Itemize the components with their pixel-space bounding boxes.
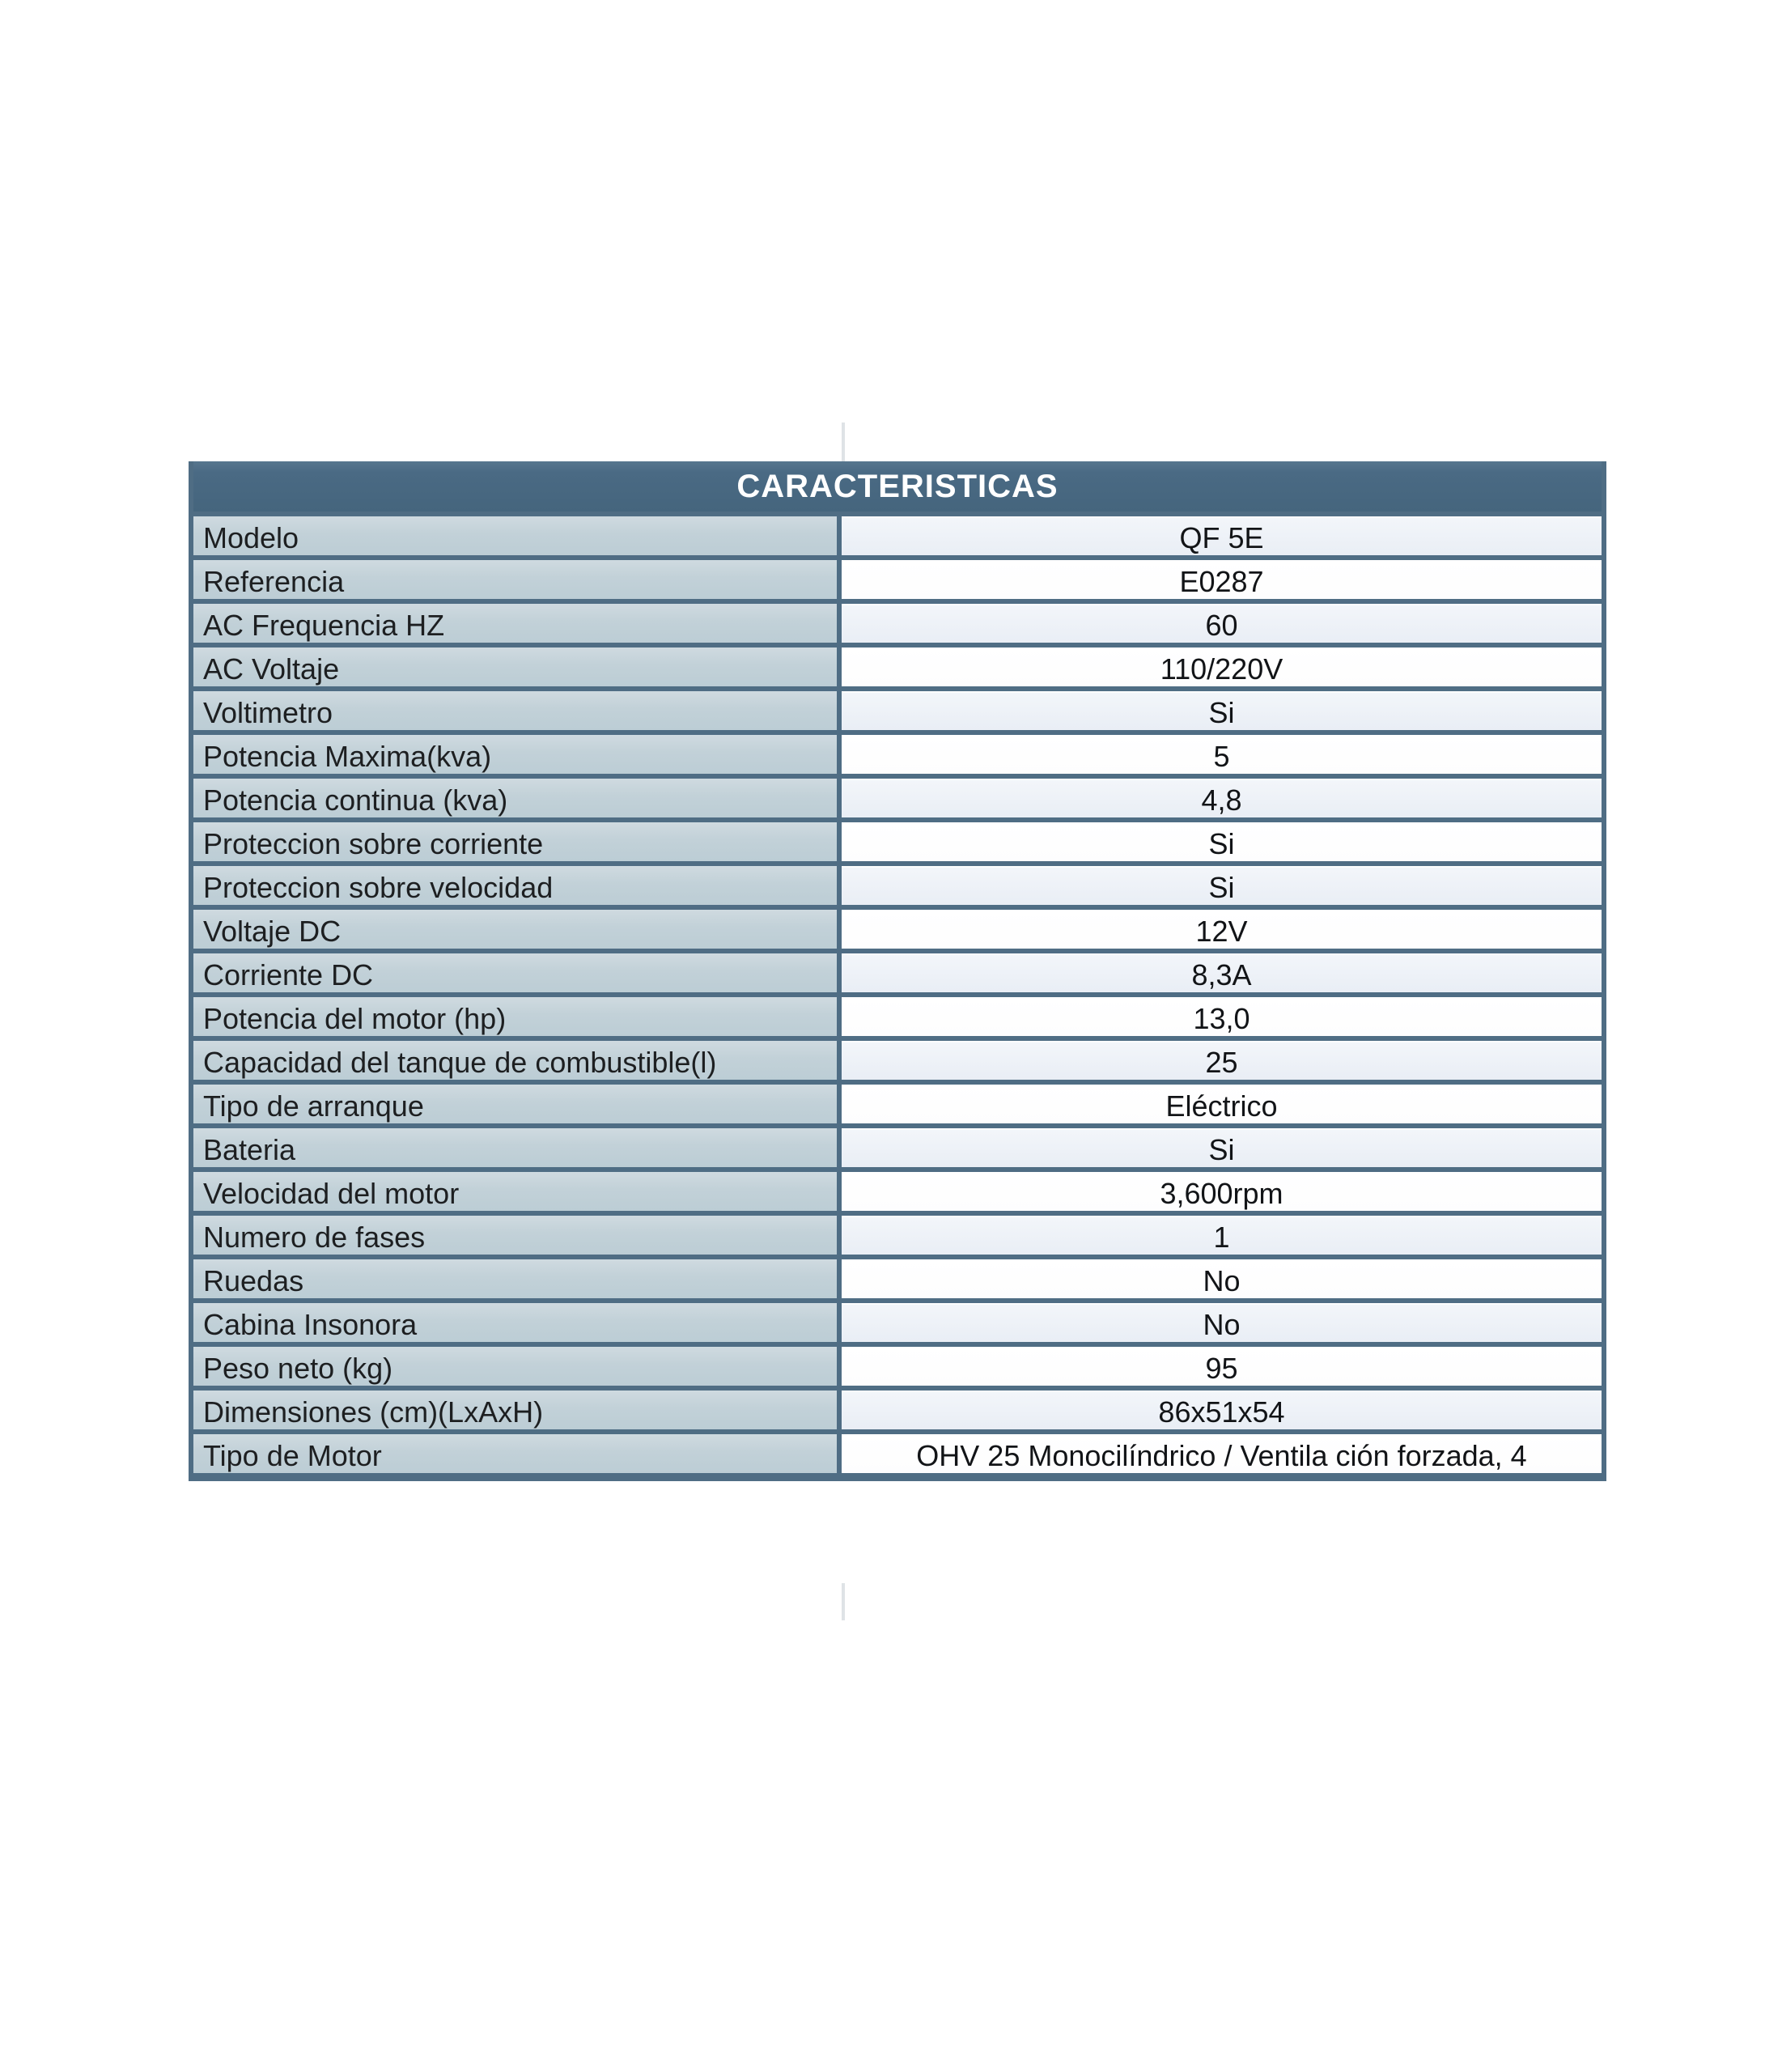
spec-value: Si <box>842 691 1602 730</box>
table-row: Numero de fases 1 <box>193 1211 1602 1255</box>
spec-label: Modelo <box>193 516 842 555</box>
table-row: Tipo de Motor OHV 25 Monocilíndrico / Ve… <box>193 1429 1602 1473</box>
column-divider-artifact-bottom <box>842 1583 845 1620</box>
spec-label: Voltimetro <box>193 691 842 730</box>
spec-value: 12V <box>842 910 1602 949</box>
table-row: Ruedas No <box>193 1255 1602 1298</box>
spec-label: Capacidad del tanque de combustible(l) <box>193 1041 842 1080</box>
table-row: Peso neto (kg) 95 <box>193 1342 1602 1386</box>
spec-label: Cabina Insonora <box>193 1303 842 1342</box>
table-row: Voltimetro Si <box>193 686 1602 730</box>
spec-label: Velocidad del motor <box>193 1172 842 1211</box>
spec-value: 4,8 <box>842 779 1602 817</box>
table-row: Potencia del motor (hp) 13,0 <box>193 992 1602 1036</box>
spec-label: Potencia continua (kva) <box>193 779 842 817</box>
spec-value: Si <box>842 1128 1602 1167</box>
table-row: Dimensiones (cm)(LxAxH) 86x51x54 <box>193 1386 1602 1429</box>
spec-label: Proteccion sobre velocidad <box>193 866 842 905</box>
spec-label: Numero de fases <box>193 1216 842 1255</box>
table-row: Potencia Maxima(kva) 5 <box>193 730 1602 774</box>
spec-value: No <box>842 1259 1602 1298</box>
spec-label: Potencia Maxima(kva) <box>193 735 842 774</box>
table-row: Voltaje DC 12V <box>193 905 1602 949</box>
spec-label: Voltaje DC <box>193 910 842 949</box>
table-row: Proteccion sobre corriente Si <box>193 817 1602 861</box>
spec-value: OHV 25 Monocilíndrico / Ventila ción for… <box>842 1434 1602 1473</box>
spec-value: 1 <box>842 1216 1602 1255</box>
spec-label: Bateria <box>193 1128 842 1167</box>
spec-label: AC Frequencia HZ <box>193 604 842 643</box>
spec-value: 3,600rpm <box>842 1172 1602 1211</box>
spec-label: Ruedas <box>193 1259 842 1298</box>
spec-value: 95 <box>842 1347 1602 1386</box>
table-row: Proteccion sobre velocidad Si <box>193 861 1602 905</box>
column-divider-artifact-top <box>842 422 845 461</box>
spec-value: QF 5E <box>842 516 1602 555</box>
table-row: Tipo de arranque Eléctrico <box>193 1080 1602 1123</box>
spec-label: Referencia <box>193 560 842 599</box>
spec-value: Si <box>842 866 1602 905</box>
spec-value: 25 <box>842 1041 1602 1080</box>
spec-label: Corriente DC <box>193 953 842 992</box>
spec-value: 86x51x54 <box>842 1391 1602 1429</box>
spec-value: 13,0 <box>842 997 1602 1036</box>
spec-value: Eléctrico <box>842 1085 1602 1123</box>
spec-label: Proteccion sobre corriente <box>193 822 842 861</box>
table-row: Capacidad del tanque de combustible(l) 2… <box>193 1036 1602 1080</box>
spec-value: 5 <box>842 735 1602 774</box>
table-row: Bateria Si <box>193 1123 1602 1167</box>
spec-value: Si <box>842 822 1602 861</box>
spec-table: CARACTERISTICAS Modelo QF 5E Referencia … <box>189 461 1606 1481</box>
spec-value: 60 <box>842 604 1602 643</box>
table-row: AC Voltaje 110/220V <box>193 643 1602 686</box>
table-row: Referencia E0287 <box>193 555 1602 599</box>
spec-value: E0287 <box>842 560 1602 599</box>
spec-label: Potencia del motor (hp) <box>193 997 842 1036</box>
spec-label: Peso neto (kg) <box>193 1347 842 1386</box>
table-row: AC Frequencia HZ 60 <box>193 599 1602 643</box>
spec-value: No <box>842 1303 1602 1342</box>
table-title: CARACTERISTICAS <box>193 461 1602 512</box>
spec-value: 110/220V <box>842 648 1602 686</box>
table-row: Cabina Insonora No <box>193 1298 1602 1342</box>
table-row: Corriente DC 8,3A <box>193 949 1602 992</box>
table-row: Potencia continua (kva) 4,8 <box>193 774 1602 817</box>
spec-label: Tipo de Motor <box>193 1434 842 1473</box>
table-row: Velocidad del motor 3,600rpm <box>193 1167 1602 1211</box>
spec-label: Dimensiones (cm)(LxAxH) <box>193 1391 842 1429</box>
spec-value: 8,3A <box>842 953 1602 992</box>
spec-label: Tipo de arranque <box>193 1085 842 1123</box>
spec-label: AC Voltaje <box>193 648 842 686</box>
table-row: Modelo QF 5E <box>193 512 1602 555</box>
